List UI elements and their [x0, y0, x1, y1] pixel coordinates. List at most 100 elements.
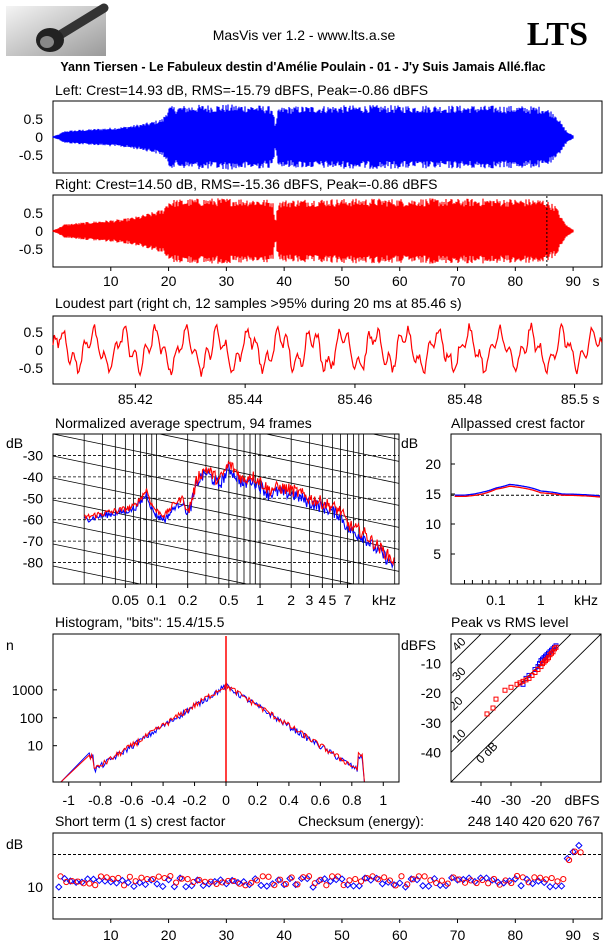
pvr-diagonal-label-4: 0 dB: [473, 739, 500, 766]
stc-point-red: [248, 879, 255, 886]
stc-ylabel: dB: [6, 836, 23, 852]
pvr-diagonal: [451, 634, 601, 782]
stc-point-blue: [378, 880, 387, 888]
pvr-xtick-2: -20: [531, 792, 551, 808]
stc-point-red: [213, 880, 220, 887]
pvr-point-red: [520, 678, 526, 684]
stc-point-blue: [517, 882, 525, 890]
stc-point-red: [277, 876, 284, 883]
stc-point-red: [97, 873, 105, 880]
loudest-part-line: [52, 322, 603, 377]
stc-point-red: [329, 873, 336, 880]
stc-xtick-5: 60: [392, 927, 408, 943]
stc-point-blue: [193, 876, 202, 884]
allpassed-xtick-1: 1: [537, 592, 545, 608]
stc-point-blue: [500, 879, 508, 887]
stc-point-red: [265, 873, 272, 880]
stc-point-red: [352, 875, 359, 883]
stc-point-red: [184, 876, 191, 883]
spectrum-slope-line: [157, 434, 399, 484]
spectrum-ylabel: dB: [6, 435, 23, 451]
stc-point-blue: [338, 875, 346, 883]
stc-point-red: [334, 873, 342, 880]
stc-point-red: [294, 881, 301, 888]
pvr-point-red: [523, 677, 529, 683]
spectrum-series-blue: [83, 462, 395, 569]
allpassed-title: Allpassed crest factor: [451, 415, 585, 431]
stc-xtick-6: 70: [450, 927, 466, 943]
stc-xtick-2: 30: [219, 927, 235, 943]
stc-point-red: [444, 880, 451, 887]
spectrum-axes: -30 -40 -50 -60 -70 -80 0.05 0.1 0.2 0.5 1 2 3 4 5 7: [23, 447, 352, 608]
pvr-point-red: [502, 687, 508, 693]
stc-point-red: [271, 882, 278, 889]
stc-point-blue: [135, 878, 144, 887]
app-title: MasVis ver 1.2 - www.lts.a.se: [213, 27, 396, 43]
stc-point-blue: [528, 879, 537, 888]
brand-logo: LTS: [527, 16, 588, 53]
histogram-traces: [60, 636, 392, 783]
stc-point-blue: [124, 878, 132, 887]
pvr-point-red: [553, 644, 559, 650]
left-waveform-trace: [52, 104, 574, 170]
stc-point-red: [138, 874, 145, 881]
spectrum-xtick-7: 4: [318, 592, 326, 608]
stc-point-blue: [407, 875, 416, 883]
right-ytick-2: -0.5: [19, 241, 43, 257]
pvr-frame: [450, 633, 602, 783]
loudest-xtick-4: 85.5: [561, 391, 588, 407]
spectrum-xtick-3: 0.5: [219, 592, 239, 608]
pvr-point-red: [493, 696, 499, 702]
right-ytick-1: 0: [35, 223, 43, 239]
stc-point-blue: [130, 882, 138, 891]
stc-reference-lines: [53, 854, 602, 898]
stc-point-blue: [511, 875, 520, 883]
stc-point-blue: [303, 874, 311, 883]
spectrum-slope-line: [53, 521, 356, 584]
stc-point-blue: [112, 879, 121, 887]
stc-point-red: [461, 879, 469, 886]
pvr-point-red: [535, 667, 541, 673]
stc-point-blue: [257, 881, 265, 890]
histogram-xtick-10: 1: [379, 792, 387, 808]
stc-xtick-1: 20: [161, 927, 177, 943]
loudest-part-title: Loudest part (right ch, 12 samples >95% …: [55, 295, 462, 311]
stc-point-red: [126, 873, 133, 880]
stc-point-blue: [55, 883, 63, 891]
stc-point-red: [311, 880, 318, 887]
pvr-ytick-2: -30: [421, 715, 441, 731]
stc-point-red: [167, 872, 174, 880]
allpassed-ylabel: dB: [401, 435, 418, 451]
stc-point-blue: [488, 876, 496, 884]
stc-point-blue: [315, 877, 323, 885]
histogram-ytick-2: 10: [27, 738, 43, 754]
stc-point-red: [485, 880, 492, 887]
spectrum-xunit: kHz: [372, 592, 396, 608]
stc-point-blue: [436, 881, 444, 889]
histogram-xtick-7: 0.4: [279, 792, 299, 808]
spectrum-slope-line: [53, 302, 399, 373]
stc-point-red: [433, 879, 440, 887]
loudest-part-frame: [52, 315, 603, 385]
spectrum-slope-line: [53, 324, 399, 395]
stc-point-blue: [292, 880, 300, 889]
stc-point-blue: [355, 882, 363, 890]
stc-point-red: [531, 874, 538, 881]
wave-xtick-6: 70: [450, 273, 466, 289]
stc-xtick-4: 50: [334, 927, 350, 943]
stc-point-red: [80, 880, 87, 887]
stc-point-blue: [401, 883, 410, 891]
spectrum-title: Normalized average spectrum, 94 frames: [55, 415, 312, 431]
histogram-axes: 1000 100 10 -1 -0.8 -0.6 -0.4 -0.2 0 0.2 0.4 0.6 0.8…: [12, 682, 388, 808]
stc-point-red: [323, 882, 330, 889]
stc-point-blue: [552, 882, 560, 890]
stc-point-red: [438, 877, 446, 884]
stc-point-red: [409, 876, 417, 883]
stc-point-red: [196, 876, 203, 884]
stc-point-red: [404, 881, 411, 888]
stc-point-red: [155, 873, 162, 880]
allpassed-xtick-0: 0.1: [486, 592, 506, 608]
loudest-part-trace: [52, 322, 603, 377]
spectrum-ytick-1: -40: [23, 469, 43, 485]
left-waveform-panel: Left: Crest=14.93 dB, RMS=-15.79 dBFS, P…: [19, 82, 603, 174]
